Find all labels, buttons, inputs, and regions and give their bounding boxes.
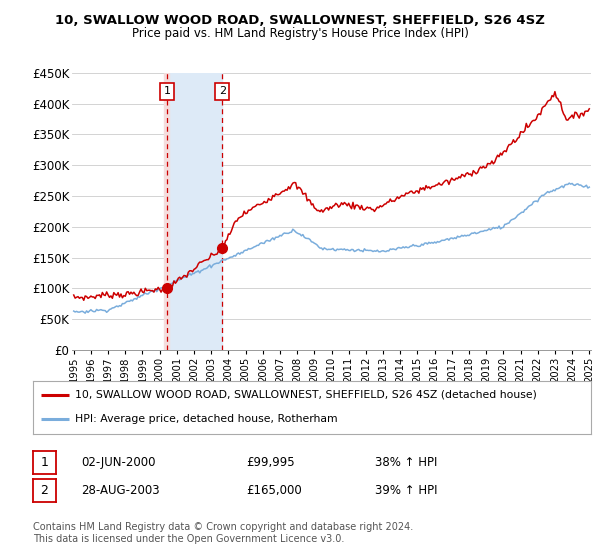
Bar	[164, 73, 169, 350]
Text: Price paid vs. HM Land Registry's House Price Index (HPI): Price paid vs. HM Land Registry's House …	[131, 27, 469, 40]
Bar	[167, 73, 223, 350]
Text: 28-AUG-2003: 28-AUG-2003	[81, 484, 160, 497]
Text: 2: 2	[40, 484, 49, 497]
Text: Contains HM Land Registry data © Crown copyright and database right 2024.
This d: Contains HM Land Registry data © Crown c…	[33, 522, 413, 544]
Text: 1: 1	[40, 456, 49, 469]
Text: 39% ↑ HPI: 39% ↑ HPI	[375, 484, 437, 497]
Text: HPI: Average price, detached house, Rotherham: HPI: Average price, detached house, Roth…	[75, 414, 337, 424]
Text: 1: 1	[163, 86, 170, 96]
Text: 38% ↑ HPI: 38% ↑ HPI	[375, 456, 437, 469]
Text: 10, SWALLOW WOOD ROAD, SWALLOWNEST, SHEFFIELD, S26 4SZ (detached house): 10, SWALLOW WOOD ROAD, SWALLOWNEST, SHEF…	[75, 390, 537, 400]
Text: 2: 2	[219, 86, 226, 96]
Text: £165,000: £165,000	[246, 484, 302, 497]
Text: 10, SWALLOW WOOD ROAD, SWALLOWNEST, SHEFFIELD, S26 4SZ: 10, SWALLOW WOOD ROAD, SWALLOWNEST, SHEF…	[55, 14, 545, 27]
Text: £99,995: £99,995	[246, 456, 295, 469]
Text: 02-JUN-2000: 02-JUN-2000	[81, 456, 155, 469]
